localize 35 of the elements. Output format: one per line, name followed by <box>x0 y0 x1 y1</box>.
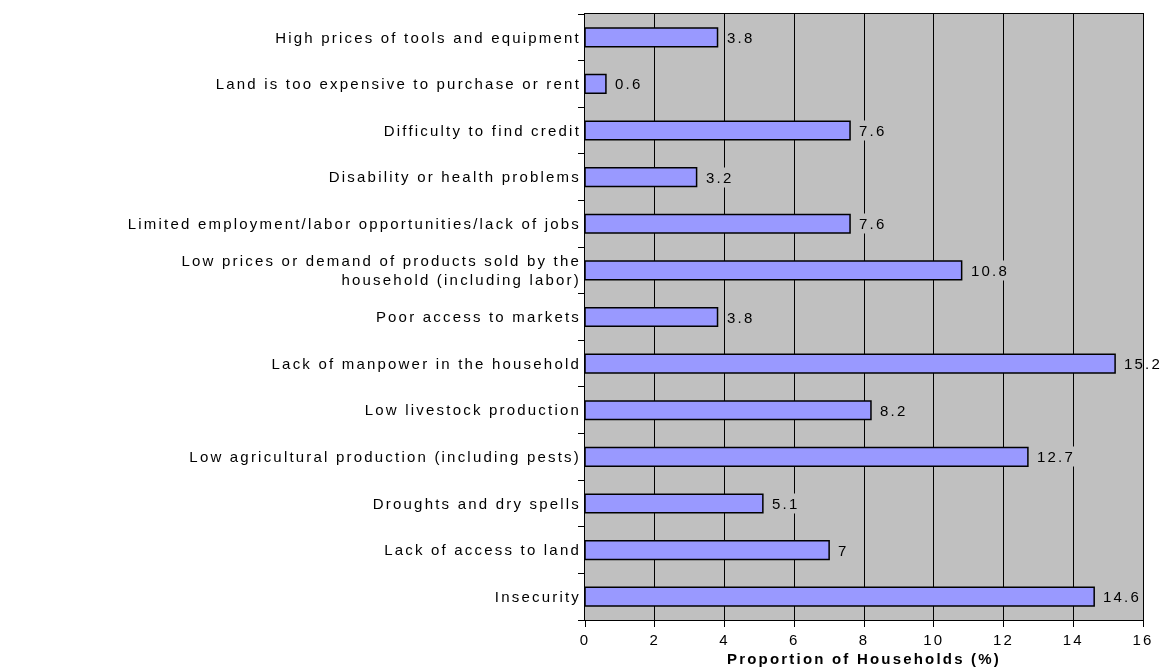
y-tick-label: Droughts and dry spells <box>372 494 581 512</box>
x-tick-label: 12 <box>992 631 1015 648</box>
data-label: 3.2 <box>706 169 734 186</box>
y-tick-label: Lack of manpower in the household <box>271 354 581 372</box>
x-tick-label: 14 <box>1062 631 1084 648</box>
y-tick-label: Low livestock production <box>364 401 581 419</box>
data-label: 10.8 <box>971 262 1009 279</box>
data-label: 14.6 <box>1103 588 1141 605</box>
data-label: 8.2 <box>880 402 908 419</box>
y-tick-label: Difficulty to find credit <box>383 121 581 139</box>
x-tick-label: 0 <box>579 631 591 648</box>
y-tick-label: Disability or health problems <box>328 168 581 186</box>
data-label: 12.7 <box>1037 448 1075 465</box>
data-label: 3.8 <box>727 309 755 326</box>
data-label: 3.8 <box>727 29 755 46</box>
x-tick-label: 2 <box>649 631 661 648</box>
x-tick-label: 16 <box>1132 631 1154 648</box>
y-tick-label: High prices of tools and equipment <box>275 28 581 46</box>
x-tick-label: 8 <box>858 631 870 648</box>
y-tick-label: Lack of access to land <box>384 541 581 559</box>
x-tick-label: 4 <box>719 631 730 648</box>
y-tick-label: Low prices or demand of products sold by the household (including labor) <box>181 251 581 289</box>
y-tick-label: Limited employment/labor opportunities/lack of jobs <box>127 215 581 233</box>
y-tick-label: Low agricultural production (including pests) <box>189 448 581 466</box>
x-tick-label: 6 <box>788 631 800 648</box>
y-tick-label: Poor access to markets <box>375 308 581 326</box>
x-tick-label: 10 <box>923 631 945 648</box>
data-label: 7.6 <box>859 215 887 232</box>
y-tick-label: Land is too expensive to purchase or rent <box>215 75 581 93</box>
data-label: 0.6 <box>615 75 643 92</box>
data-label: 5.1 <box>772 495 800 512</box>
y-tick-label: Insecurity <box>494 587 581 605</box>
x-axis-title: Proportion of Households (%) <box>726 650 1002 667</box>
data-label: 7 <box>838 542 849 559</box>
data-label: 7.6 <box>859 122 887 139</box>
